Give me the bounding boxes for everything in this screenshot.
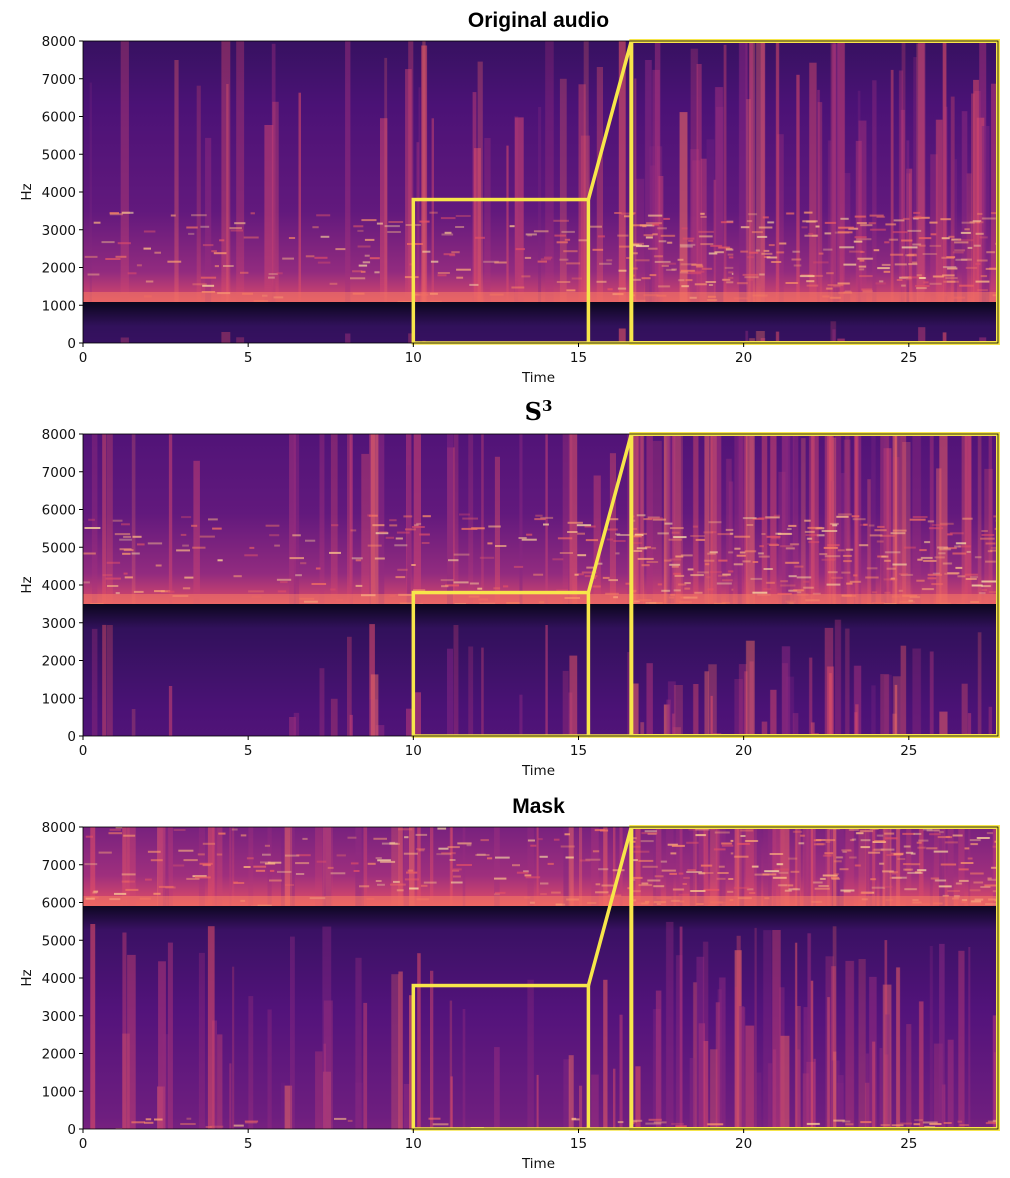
spectrogram-panel-3: Mask 0 1000 2000 3000 4000 5000 6000 7000 8000 0 5 1… (19, 795, 1000, 1172)
x-tick-label: 5 (244, 1136, 253, 1152)
zoom-inset-image (631, 827, 998, 1129)
y-tick-label: 1000 (42, 691, 76, 707)
x-tick-label: 25 (900, 743, 917, 759)
y-tick-label: 3000 (42, 1009, 76, 1025)
panel-title: Original audio (468, 9, 609, 32)
x-axis-label: Time (521, 1156, 555, 1172)
x-tick-label: 0 (79, 743, 88, 759)
x-tick-label: 10 (405, 350, 422, 366)
y-tick-label: 6000 (42, 896, 76, 912)
panel-title-superscript: 3 (542, 397, 552, 415)
y-tick-label: 6000 (42, 503, 76, 519)
y-tick-label: 2000 (42, 261, 76, 277)
zoom-connector-top (586, 40, 634, 201)
y-tick-label: 0 (67, 1122, 76, 1138)
y-tick-label: 6000 (42, 110, 76, 126)
y-tick-label: 1000 (42, 298, 76, 314)
y-tick-label: 5000 (42, 147, 76, 163)
spectrogram-panel-1: Original audio 0 1000 2000 3000 4000 5000 6000 7… (19, 9, 1000, 386)
x-tick-label: 10 (405, 1136, 422, 1152)
panel-title: Mask (512, 795, 565, 818)
x-tick-label: 15 (570, 743, 587, 759)
y-tick-label: 3000 (42, 223, 76, 239)
y-axis-label: Hz (19, 969, 35, 986)
x-tick-label: 20 (735, 743, 752, 759)
x-tick-label: 15 (570, 350, 587, 366)
x-tick-label: 5 (244, 350, 253, 366)
y-tick-label: 5000 (42, 540, 76, 556)
y-tick-label: 5000 (42, 933, 76, 949)
y-tick-label: 4000 (42, 578, 76, 594)
zoom-connector-top (586, 433, 634, 594)
y-tick-label: 0 (67, 336, 76, 352)
y-tick-label: 4000 (42, 185, 76, 201)
x-tick-label: 5 (244, 743, 253, 759)
y-tick-label: 8000 (42, 34, 76, 50)
y-axis-label: Hz (19, 576, 35, 593)
zoom-connector-top (586, 826, 634, 987)
y-tick-label: 8000 (42, 820, 76, 836)
spectrogram-panel-2: S3 0 1000 2000 3000 4000 5000 6000 7000 8000 0 5 10 1… (19, 397, 1000, 779)
y-tick-label: 0 (67, 729, 76, 745)
x-tick-label: 25 (900, 1136, 917, 1152)
y-axis-label: Hz (19, 183, 35, 200)
x-tick-label: 20 (735, 1136, 752, 1152)
y-tick-label: 7000 (42, 858, 76, 874)
y-tick-label: 2000 (42, 1047, 76, 1063)
y-tick-label: 1000 (42, 1084, 76, 1100)
panel-title: S3 (525, 397, 553, 426)
x-tick-label: 15 (570, 1136, 587, 1152)
y-tick-label: 4000 (42, 971, 76, 987)
y-tick-label: 7000 (42, 72, 76, 88)
x-axis-label: Time (521, 370, 555, 386)
y-tick-label: 7000 (42, 465, 76, 481)
x-tick-label: 25 (900, 350, 917, 366)
x-tick-label: 10 (405, 743, 422, 759)
y-tick-label: 2000 (42, 654, 76, 670)
x-tick-label: 0 (79, 1136, 88, 1152)
y-tick-label: 3000 (42, 616, 76, 632)
zoom-inset-image (631, 434, 998, 736)
zoom-inset-image (631, 41, 998, 343)
x-tick-label: 20 (735, 350, 752, 366)
x-axis-label: Time (521, 763, 555, 779)
y-tick-label: 8000 (42, 427, 76, 443)
x-tick-label: 0 (79, 350, 88, 366)
